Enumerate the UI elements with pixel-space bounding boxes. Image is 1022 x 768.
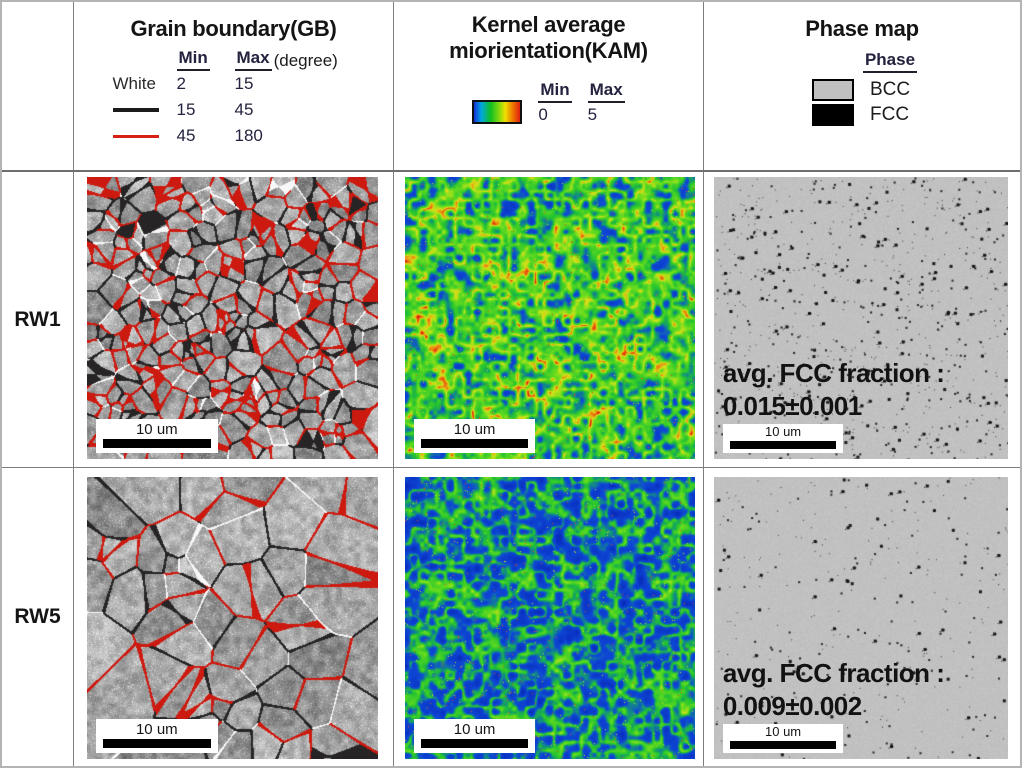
phase-panel-rw1: avg. FCC fraction : 0.015±0.001 10 um: [704, 172, 1020, 468]
phase-legend: Phase BCC FCC: [807, 50, 918, 126]
kam-max-header: Max: [587, 80, 625, 103]
fcc-fraction-annotation: avg. FCC fraction : 0.015±0.001: [722, 358, 945, 421]
kam-title: Kernel average miorientation(KAM): [449, 12, 648, 63]
phase-micrograph-rw5: [714, 477, 1008, 759]
scale-bar: 10 um: [413, 719, 536, 754]
bcc-label: BCC: [870, 78, 911, 100]
scale-bar-label: 10 um: [135, 421, 178, 439]
kam-micrograph-rw1: [405, 177, 695, 459]
corner-cell: [2, 2, 74, 172]
scale-bar-line: [730, 741, 837, 750]
kam-min-value: 0: [538, 104, 548, 124]
scale-bar: 10 um: [413, 419, 536, 454]
phase-title: Phase map: [805, 16, 919, 41]
gb-panel-rw5: 10 um: [74, 468, 394, 766]
gb-red-min: 45: [176, 126, 196, 146]
phase-column-header: Phase map Phase BCC FCC: [704, 2, 1020, 172]
gb-panel-rw1: 10 um: [74, 172, 394, 468]
kam-panel-rw1: 10 um: [394, 172, 704, 468]
row-label-rw1: RW1: [2, 172, 74, 468]
scale-bar-label: 10 um: [453, 721, 496, 739]
red-line-swatch: [112, 134, 159, 138]
phase-micrograph-rw1: [714, 177, 1008, 459]
scale-bar-line: [421, 739, 529, 749]
scale-bar-label: 10 um: [135, 721, 178, 739]
gb-black-min: 15: [176, 100, 196, 120]
gb-white-min: 2: [176, 74, 186, 94]
kam-panel-rw5: 10 um: [394, 468, 704, 766]
phase-legend-header: Phase: [862, 50, 918, 73]
scale-bar-line: [103, 739, 211, 749]
kam-max-value: 5: [587, 104, 598, 124]
gb-legend: Min Max (degree) White 2 15 15 45 45 180: [112, 47, 355, 149]
gb-column-header: Grain boundary(GB) Min Max (degree) White…: [74, 2, 394, 172]
gb-white-max: 15: [234, 74, 254, 94]
fcc-label: FCC: [870, 103, 910, 125]
gb-min-header: Min: [176, 48, 210, 71]
scale-bar: 10 um: [95, 719, 218, 754]
gb-micrograph-rw5: [87, 477, 378, 759]
scale-bar-line: [730, 441, 837, 450]
kam-micrograph-rw5: [405, 477, 695, 759]
row-label-rw5: RW5: [2, 468, 74, 766]
kam-colorbar: [472, 99, 523, 124]
scale-bar-line: [421, 439, 529, 449]
scale-bar: 10 um: [722, 424, 844, 454]
phase-panel-rw5: avg. FCC fraction : 0.009±0.002 10 um: [704, 468, 1020, 766]
scale-bar-label: 10 um: [453, 421, 496, 439]
fcc-fraction-annotation: avg. FCC fraction : 0.009±0.002: [722, 658, 945, 721]
gb-micrograph-rw1: [87, 177, 378, 459]
gb-red-max: 180: [234, 126, 263, 146]
gb-max-header: Max: [234, 48, 272, 71]
scale-bar-line: [103, 439, 211, 449]
bcc-swatch: [812, 78, 854, 101]
fcc-swatch: [812, 103, 854, 126]
gb-white-label: White: [112, 74, 156, 94]
gb-unit-label: (degree): [273, 50, 338, 70]
scale-bar-label: 10 um: [765, 424, 802, 440]
scale-bar: 10 um: [722, 724, 844, 754]
scale-bar-label: 10 um: [765, 724, 802, 740]
black-line-swatch: [112, 108, 159, 113]
gb-black-max: 45: [234, 100, 254, 120]
kam-column-header: Kernel average miorientation(KAM) Min 0 …: [394, 2, 704, 172]
gb-title: Grain boundary(GB): [130, 16, 337, 41]
kam-min-header: Min: [538, 80, 572, 103]
scale-bar: 10 um: [95, 419, 218, 454]
kam-legend: Min 0 Max 5: [472, 80, 625, 125]
